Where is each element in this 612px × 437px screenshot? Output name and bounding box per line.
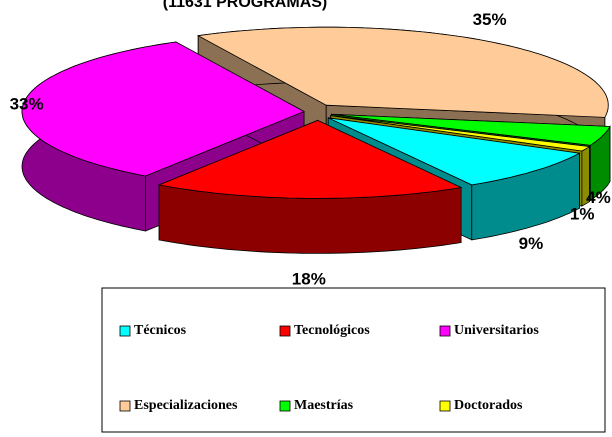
data-label: 33% bbox=[10, 94, 44, 113]
data-label: 35% bbox=[473, 10, 507, 29]
slice bbox=[330, 115, 591, 152]
labels: 9% 18% 33% 35% 4%1% bbox=[10, 10, 611, 288]
slice bbox=[196, 26, 609, 118]
legend-swatch bbox=[439, 400, 451, 412]
slice bbox=[328, 117, 581, 186]
legend: Técnicos Tecnológicos Universitarios Especi… bbox=[119, 323, 539, 413]
legend-label: Tecnológicos bbox=[294, 323, 370, 338]
data-label: 4% bbox=[586, 188, 611, 207]
legend-swatch bbox=[119, 400, 131, 412]
legend-label: Técnicos bbox=[134, 323, 187, 338]
pie bbox=[21, 26, 611, 254]
legend-box bbox=[101, 287, 606, 433]
slice bbox=[331, 113, 611, 146]
legend-swatch bbox=[119, 325, 131, 337]
data-label: 18% bbox=[292, 269, 326, 288]
slice bbox=[21, 41, 305, 177]
data-label: 9% bbox=[519, 234, 544, 253]
legend-label: Especializaciones bbox=[134, 398, 238, 413]
legend-swatch bbox=[279, 325, 291, 337]
slice bbox=[157, 119, 463, 199]
chart-title: (11631 PROGRAMAS) bbox=[163, 0, 328, 11]
legend-swatch bbox=[439, 325, 451, 337]
legend-label: Doctorados bbox=[454, 398, 523, 413]
legend-label: Universitarios bbox=[454, 323, 539, 338]
data-label: 1% bbox=[570, 205, 595, 224]
legend-swatch bbox=[279, 400, 291, 412]
legend-label: Maestrías bbox=[294, 398, 354, 413]
